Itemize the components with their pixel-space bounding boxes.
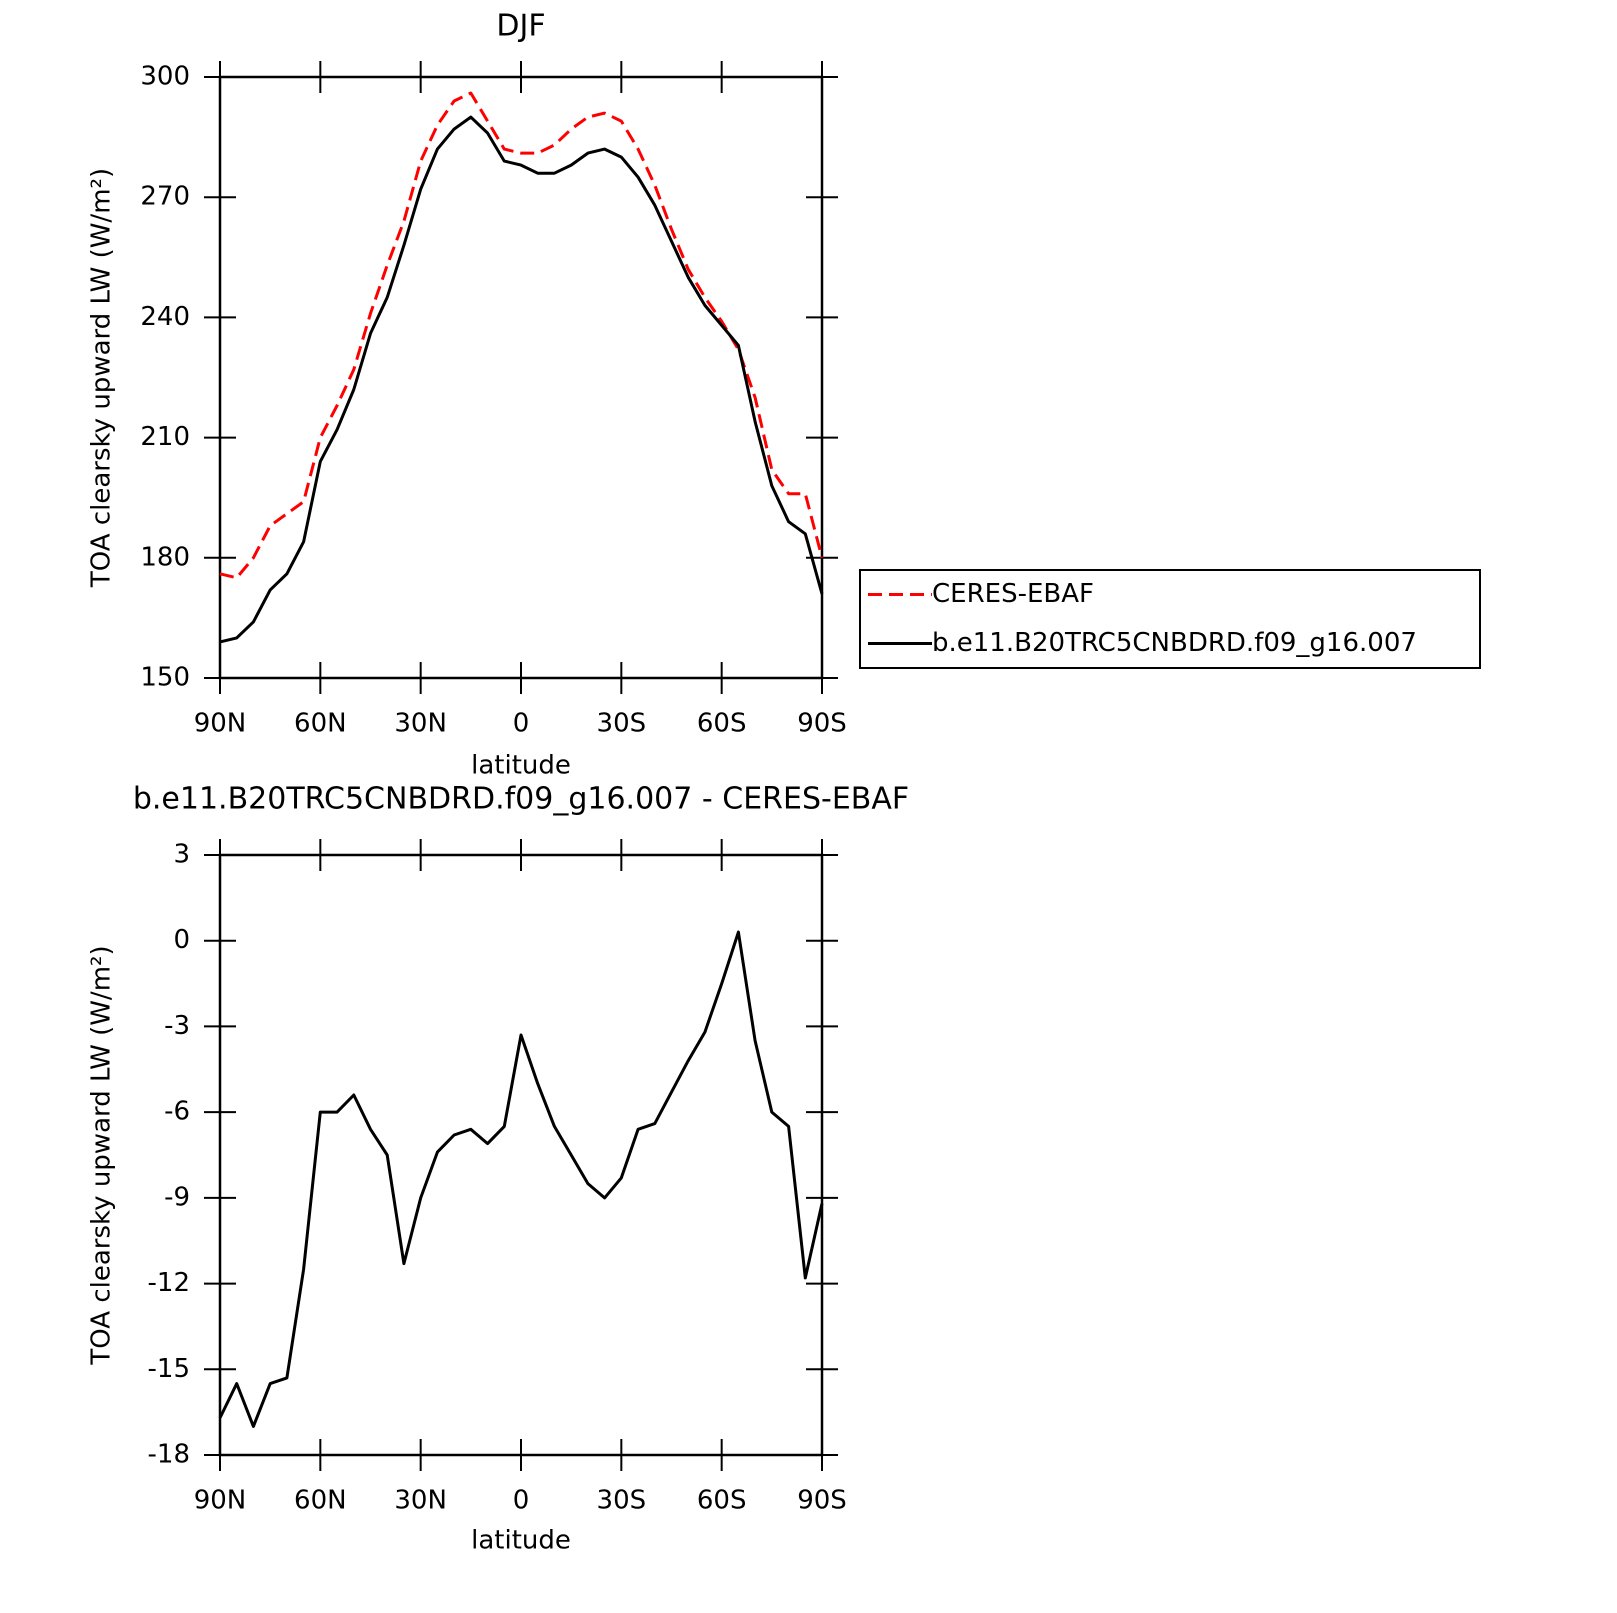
x-tick-label: 60S (697, 1486, 747, 1516)
x-tick-label: 30S (597, 1486, 647, 1516)
y-tick-label: 0 (173, 925, 190, 955)
x-tick-label: 0 (513, 1486, 530, 1516)
x-tick-label: 60S (697, 709, 747, 739)
legend-label: b.e11.B20TRC5CNBDRD.f09_g16.007 (932, 628, 1417, 658)
x-tick-label: 90S (797, 1486, 847, 1516)
series-line (218, 930, 824, 1428)
y-axis-label: TOA clearsky upward LW (W/m²) (87, 168, 117, 588)
y-tick-label: -12 (148, 1268, 190, 1298)
y-tick-label: 300 (140, 62, 190, 92)
x-axis-label: latitude (471, 751, 571, 781)
x-tick-label: 60N (294, 709, 347, 739)
x-tick-label: 90N (194, 709, 247, 739)
x-tick-label: 30S (597, 709, 647, 739)
series-line (219, 91, 824, 580)
x-tick-label: 30N (394, 1486, 447, 1516)
y-tick-label: -3 (164, 1011, 190, 1041)
x-tick-label: 0 (513, 709, 530, 739)
y-axis-label: TOA clearsky upward LW (W/m²) (87, 945, 117, 1365)
y-tick-label: -9 (164, 1182, 190, 1212)
y-tick-label: 3 (173, 840, 190, 870)
y-tick-label: 210 (140, 422, 190, 452)
x-tick-label: 90N (194, 1486, 247, 1516)
x-tick-label: 60N (294, 1486, 347, 1516)
x-axis-label: latitude (471, 1526, 571, 1556)
legend-label: CERES-EBAF (932, 579, 1094, 609)
y-tick-label: 150 (140, 663, 190, 693)
y-tick-label: 240 (140, 302, 190, 332)
y-tick-label: -15 (148, 1354, 190, 1384)
chart-title: b.e11.B20TRC5CNBDRD.f09_g16.007 - CERES-… (133, 782, 909, 817)
chart-title: DJF (496, 9, 545, 44)
x-tick-label: 90S (797, 709, 847, 739)
plot-frame (218, 853, 824, 1457)
y-tick-label: 180 (140, 542, 190, 572)
legend-box (859, 569, 1481, 669)
y-tick-label: -18 (148, 1440, 190, 1470)
plot-frame (218, 75, 824, 680)
y-tick-label: 270 (140, 182, 190, 212)
series-line (219, 115, 824, 644)
x-tick-label: 30N (394, 709, 447, 739)
y-tick-label: -6 (164, 1097, 190, 1127)
